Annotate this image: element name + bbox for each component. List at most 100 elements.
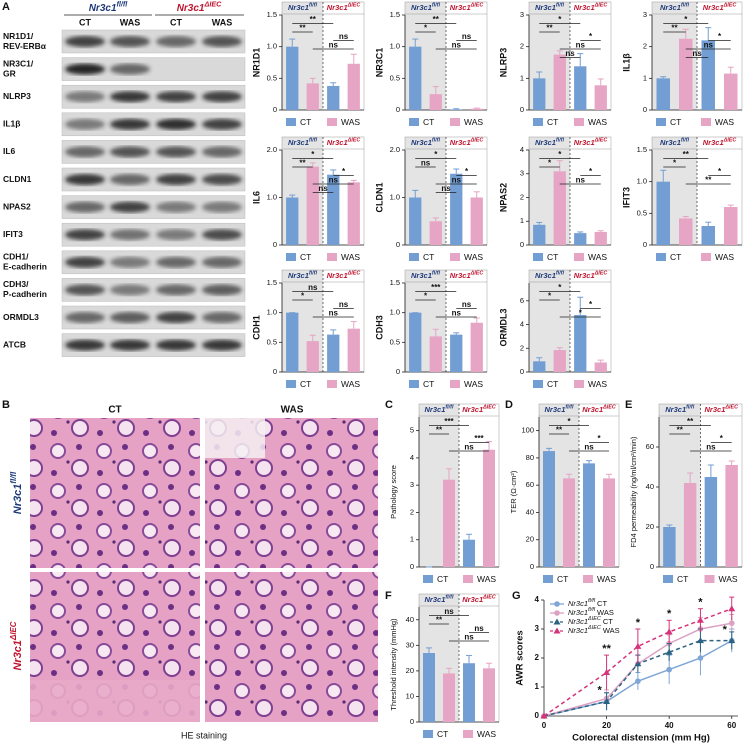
y-tick-label: 40: [526, 507, 534, 516]
bar: [347, 63, 360, 110]
gene-name: Nr3c1: [177, 3, 205, 14]
genotype: ΔIEC: [470, 3, 484, 9]
genotype-label: Nr3c1ΔIEC: [574, 138, 608, 147]
panel-label: C: [385, 399, 393, 411]
gene-name: Nr3c1: [327, 271, 348, 280]
significance-label: *: [673, 159, 677, 168]
legend-swatch: [574, 380, 584, 388]
legend-swatch: [423, 730, 433, 738]
marker: [553, 618, 561, 625]
significance-label: **: [683, 150, 690, 159]
blot-band: [202, 174, 242, 185]
blot-label: IL6: [3, 146, 16, 156]
significance-label: ns: [329, 41, 339, 50]
series-name: WAS: [603, 626, 620, 635]
blot-label: CDH3/: [3, 279, 29, 289]
y-tick-label: 0: [650, 562, 654, 571]
bar: [533, 361, 546, 372]
bar: [553, 54, 566, 110]
y-tick-label: 4: [410, 453, 414, 462]
y-tick-label: 1: [535, 682, 540, 691]
blot-label: ORMDL3: [3, 312, 39, 322]
gene-name: Nr3c1: [535, 271, 556, 280]
significance-label: ns: [464, 443, 474, 452]
bar: [347, 182, 360, 245]
y-axis-label: CDH3: [374, 315, 384, 340]
lane-label: CT: [170, 17, 182, 27]
gene-name: Nr3c1: [568, 626, 588, 635]
blot-band: [202, 146, 242, 158]
bar: [327, 174, 340, 245]
blot-band: [110, 146, 150, 158]
bar: [429, 336, 442, 372]
significance-label: ns: [329, 176, 339, 185]
significance-label: ns: [329, 309, 339, 318]
significance-label: **: [677, 426, 684, 435]
bar: [450, 173, 463, 245]
blot-band: [65, 63, 105, 75]
legend-label: CT: [670, 252, 681, 262]
legend-swatch: [327, 380, 337, 388]
blot-band: [202, 284, 242, 296]
bar: [443, 479, 455, 567]
genotype: fl/fl: [432, 3, 441, 9]
legend-swatch: [423, 575, 433, 583]
y-tick-label: 2: [535, 653, 540, 662]
genotype-label: Nr3c1ΔIEC: [450, 138, 484, 147]
bar: [725, 465, 738, 567]
bar: [663, 527, 676, 567]
y-tick-label: 0.5: [267, 337, 277, 346]
series-line: [543, 622, 732, 717]
significance-label: **: [546, 24, 553, 33]
y-axis-label: NR3C1: [374, 48, 384, 78]
significance-label: ns: [576, 176, 586, 185]
blot-band: [65, 256, 105, 268]
bar: [470, 197, 483, 245]
gene-name: Nr3c1: [411, 138, 432, 147]
y-tick-label: 1.5: [390, 10, 400, 19]
legend-label: CT: [677, 574, 688, 584]
genotype-label: Nr3c1fl/fl: [411, 3, 440, 12]
genotype-label: Nr3c1ΔIEC: [574, 3, 608, 12]
legend-swatch: [701, 253, 711, 261]
gene-name: Nr3c1: [425, 405, 446, 414]
blot-band: [65, 284, 105, 296]
blot-band: [202, 339, 242, 351]
series-line: [543, 639, 733, 717]
gene-name: Nr3c1: [703, 138, 724, 147]
legend-label: CT: [437, 574, 448, 584]
legend-swatch: [543, 575, 553, 583]
significance-label: **: [671, 24, 678, 33]
blot-band: [156, 339, 196, 351]
legend-swatch: [286, 118, 296, 126]
significance-label: *: [465, 167, 469, 176]
significance-label: ns: [474, 624, 484, 633]
x-tick-label: 0: [542, 721, 547, 730]
genotype: fl/fl: [445, 405, 454, 411]
legend-label: WAS: [341, 117, 360, 127]
bar: [704, 477, 718, 567]
marker: [665, 628, 673, 635]
legend-label: CT: [300, 252, 311, 262]
genotype-label: Nr3c1fl/fl: [288, 3, 317, 12]
blot-band: [202, 118, 242, 130]
genotype: ΔIEC: [347, 138, 361, 144]
blot-label: REV-ERBα: [3, 41, 47, 51]
y-tick-label: 0: [535, 711, 540, 720]
bar: [423, 653, 435, 722]
x-axis-label: Colorectal distension (mm Hg): [572, 733, 710, 744]
genotype: ΔIEC: [470, 138, 484, 144]
genotype: fl/fl: [432, 138, 441, 144]
blot-band: [110, 339, 150, 351]
y-tick-label: 0.5: [267, 73, 277, 82]
marker: [665, 648, 673, 655]
y-tick-label: 2: [520, 192, 524, 201]
bar: [574, 66, 587, 110]
y-tick-label: 60: [646, 442, 654, 451]
bar: [327, 334, 340, 372]
genotype-label: Nr3c1fl/fl: [535, 3, 564, 12]
y-tick-label: 6: [520, 296, 524, 305]
legend-label: WAS: [464, 379, 483, 389]
gene-name: Nr3c1: [425, 595, 446, 604]
panel-label: F: [385, 590, 392, 602]
